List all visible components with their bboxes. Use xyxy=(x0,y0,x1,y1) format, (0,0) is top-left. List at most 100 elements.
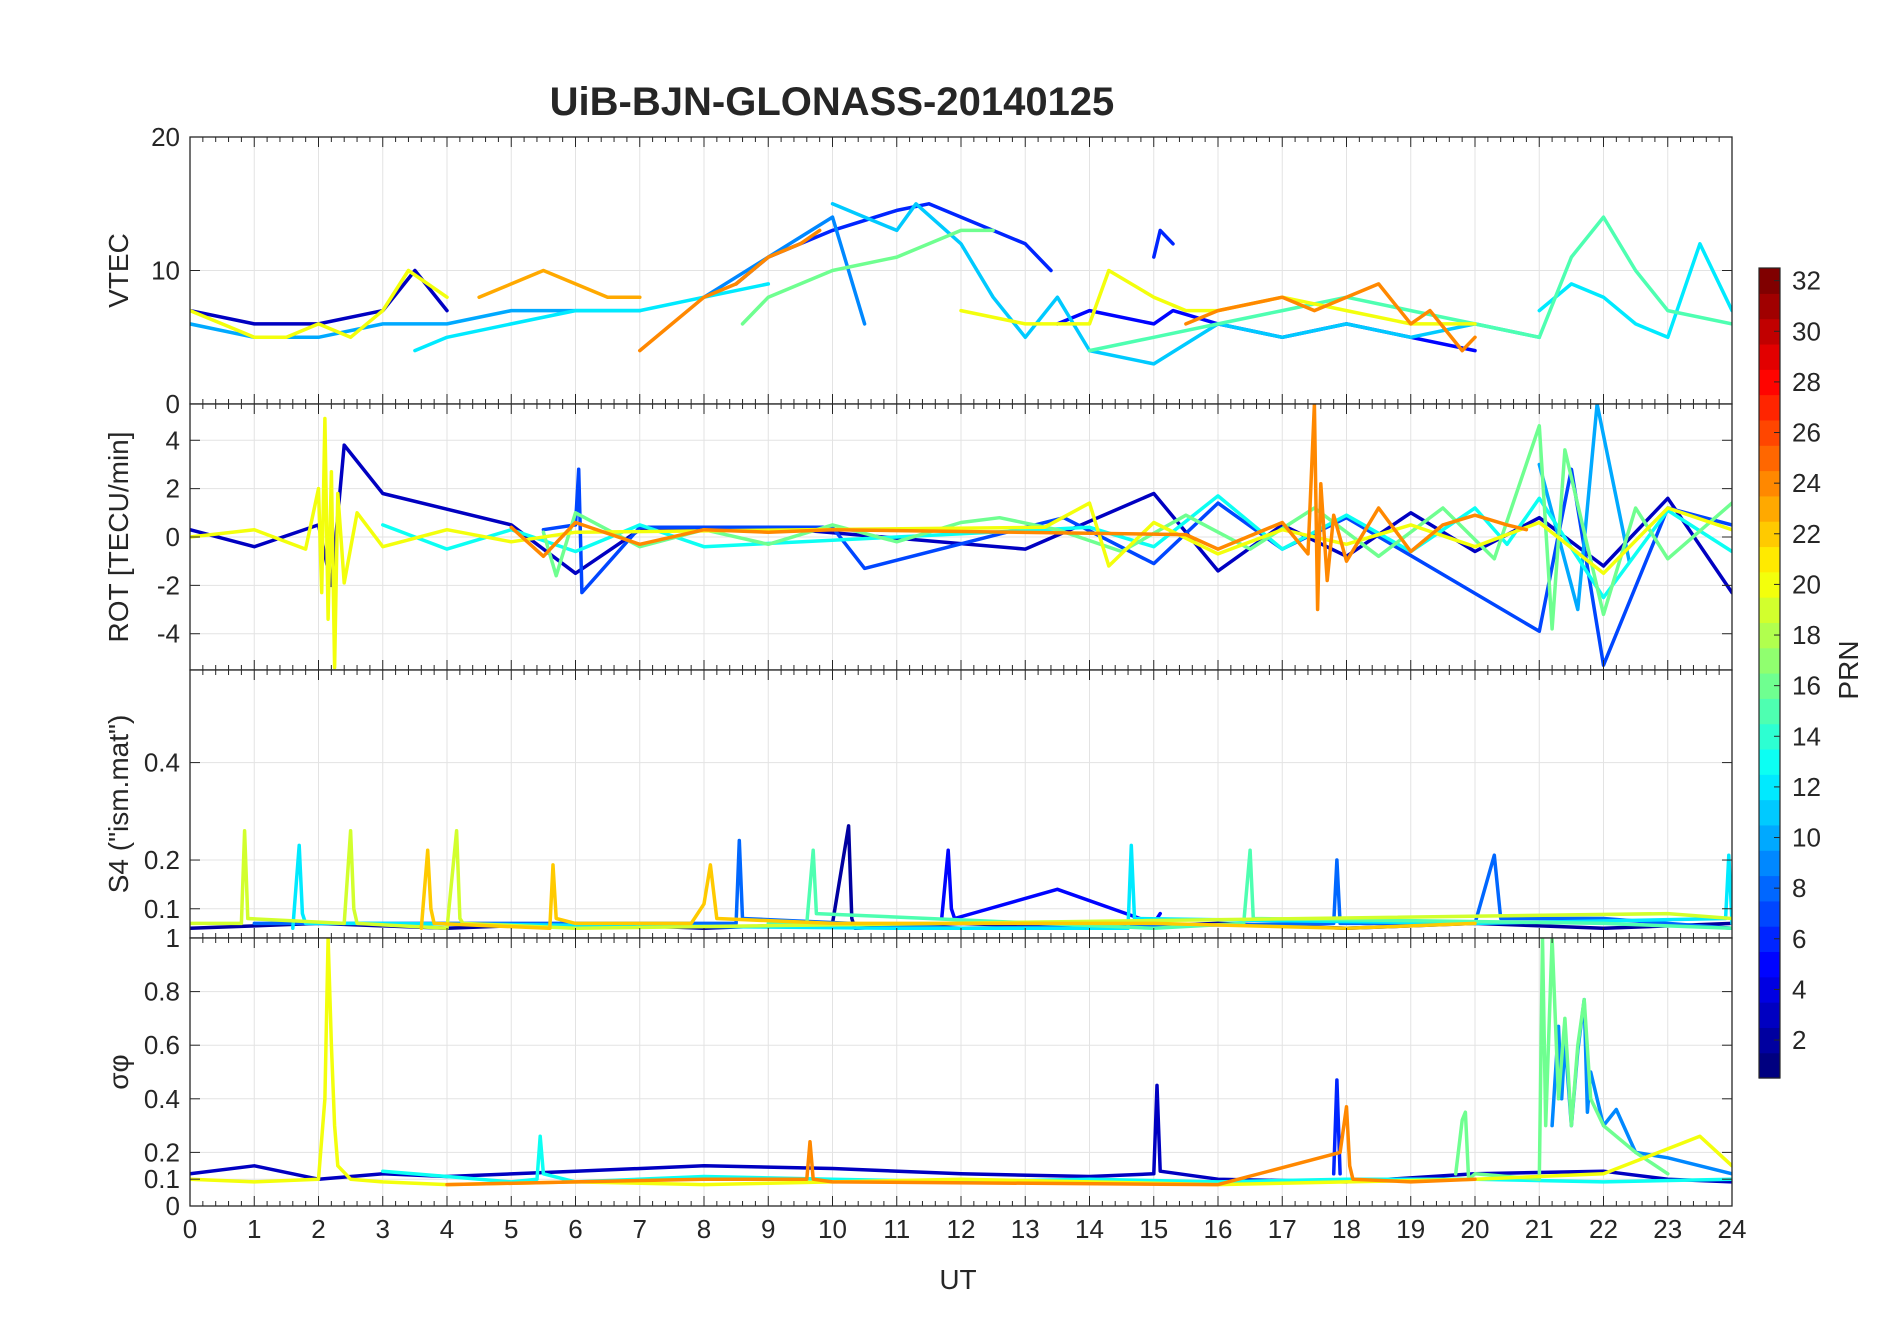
x-tick-label: 2 xyxy=(311,1214,325,1244)
colorbar-segment xyxy=(1759,318,1780,345)
x-tick-label: 8 xyxy=(697,1214,711,1244)
colorbar-tick-label: 8 xyxy=(1792,873,1806,903)
series-prn-23 xyxy=(477,268,642,299)
colorbar-tick-label: 28 xyxy=(1792,367,1821,397)
colorbar-segment xyxy=(1759,521,1780,548)
colorbar-segment xyxy=(1759,1052,1780,1079)
x-tick-label: 5 xyxy=(504,1214,518,1244)
colorbar-tick-label: 26 xyxy=(1792,418,1821,448)
x-tick-label: 18 xyxy=(1332,1214,1361,1244)
y-axis-label: VTEC xyxy=(103,233,134,308)
colorbar-tick-label: 10 xyxy=(1792,823,1821,853)
colorbar-label: PRN xyxy=(1833,640,1864,699)
colorbar-tick-label: 6 xyxy=(1792,924,1806,954)
series-prn-20 xyxy=(190,268,449,340)
series-prn-24 xyxy=(509,404,1529,612)
colorbar-segment xyxy=(1759,976,1780,1003)
series-prn-16 xyxy=(740,228,995,326)
y-tick-label: 10 xyxy=(151,256,180,286)
y-tick-label: 0.1 xyxy=(144,1164,180,1194)
x-tick-label: 21 xyxy=(1525,1214,1554,1244)
y-tick-label: 0 xyxy=(166,522,180,552)
series-prn-16 xyxy=(1453,938,1670,1181)
series-group xyxy=(190,404,1732,670)
x-tick-label: 0 xyxy=(183,1214,197,1244)
colorbar-segment xyxy=(1759,546,1780,573)
colorbar-tick-label: 22 xyxy=(1792,519,1821,549)
colorbar-segment xyxy=(1759,673,1780,699)
x-tick-label: 3 xyxy=(376,1214,390,1244)
y-tick-label: 0.2 xyxy=(144,845,180,875)
x-tick-label: 14 xyxy=(1075,1214,1104,1244)
colorbar-segment xyxy=(1759,900,1780,927)
x-tick-label: 12 xyxy=(947,1214,976,1244)
series-prn-7 xyxy=(541,467,1732,667)
x-tick-label: 15 xyxy=(1139,1214,1168,1244)
panel-s4: 0.1 0.2 0.4 S4 ("ism.mat") xyxy=(103,669,1733,939)
colorbar-segment xyxy=(1759,799,1780,826)
colorbar-segment xyxy=(1759,445,1780,472)
chart-title: UiB-BJN-GLONASS-20140125 xyxy=(550,80,1115,124)
colorbar-segment xyxy=(1759,824,1780,851)
colorbar-segment xyxy=(1759,571,1780,598)
x-tick-label: 6 xyxy=(568,1214,582,1244)
x-tick-label: 17 xyxy=(1268,1214,1297,1244)
x-tick-label: 24 xyxy=(1718,1214,1747,1244)
colorbar-tick-label: 30 xyxy=(1792,316,1821,346)
series-prn-6 xyxy=(1331,1078,1342,1176)
y-tick-label: 0.1 xyxy=(144,894,180,924)
colorbar-segment xyxy=(1759,850,1780,877)
y-tick-label: 1 xyxy=(166,923,180,953)
colorbar-segment xyxy=(1759,774,1780,801)
x-tick-label: 11 xyxy=(883,1214,910,1244)
x-tick-label: 7 xyxy=(633,1214,647,1244)
colorbar-segment xyxy=(1759,1002,1780,1028)
panel-vtec: 0 10 20 VTEC xyxy=(103,122,1733,419)
colorbar-tick-label: 2 xyxy=(1792,1025,1806,1055)
x-tick-label: 19 xyxy=(1396,1214,1425,1244)
y-tick-label: 20 xyxy=(151,122,180,152)
series-prn-9 xyxy=(1550,997,1732,1176)
colorbar-segment xyxy=(1759,951,1780,978)
colorbar-tick-label: 20 xyxy=(1792,569,1821,599)
colorbar-segment xyxy=(1759,470,1780,497)
colorbar-segment xyxy=(1759,926,1780,953)
series-prn-8 xyxy=(252,838,1732,931)
colorbar-segment xyxy=(1759,394,1780,421)
colorbar-tick-label: 18 xyxy=(1792,620,1821,650)
colorbar-tick-label: 12 xyxy=(1792,772,1821,802)
colorbar-segment xyxy=(1759,343,1780,370)
series-prn-20 xyxy=(959,268,1477,326)
colorbar-segment xyxy=(1759,495,1780,522)
series-prn-24 xyxy=(638,228,822,353)
colorbar-segment xyxy=(1759,293,1780,320)
colorbar-segment xyxy=(1759,875,1780,902)
y-tick-label: 0.2 xyxy=(144,1137,180,1167)
x-tick-label: 4 xyxy=(440,1214,454,1244)
colorbar-segment xyxy=(1759,748,1780,775)
colorbar-segment xyxy=(1759,698,1780,725)
x-tick-label: 13 xyxy=(1011,1214,1040,1244)
series-prn-22 xyxy=(419,848,1477,931)
colorbar-segment xyxy=(1759,1027,1780,1054)
series-prn-6 xyxy=(1152,228,1175,259)
y-tick-label: -4 xyxy=(157,619,180,649)
colorbar-segment xyxy=(1759,419,1780,446)
y-tick-label: 4 xyxy=(166,425,180,455)
y-tick-label: 0.6 xyxy=(144,1030,180,1060)
colorbar-segment xyxy=(1759,622,1780,649)
x-axis-label: UT xyxy=(939,1264,976,1295)
y-axis-label: ROT [TECU/min] xyxy=(103,431,134,642)
series-prn-12 xyxy=(1537,242,1732,340)
series-prn-24 xyxy=(445,1105,1477,1187)
x-tick-label: 20 xyxy=(1461,1214,1490,1244)
series-group xyxy=(190,824,1732,931)
y-tick-label: 0.8 xyxy=(144,977,180,1007)
series-group xyxy=(190,202,1732,366)
y-tick-label: 0.4 xyxy=(144,748,180,778)
x-tick-label: 16 xyxy=(1204,1214,1233,1244)
series-prn-9 xyxy=(702,215,867,326)
